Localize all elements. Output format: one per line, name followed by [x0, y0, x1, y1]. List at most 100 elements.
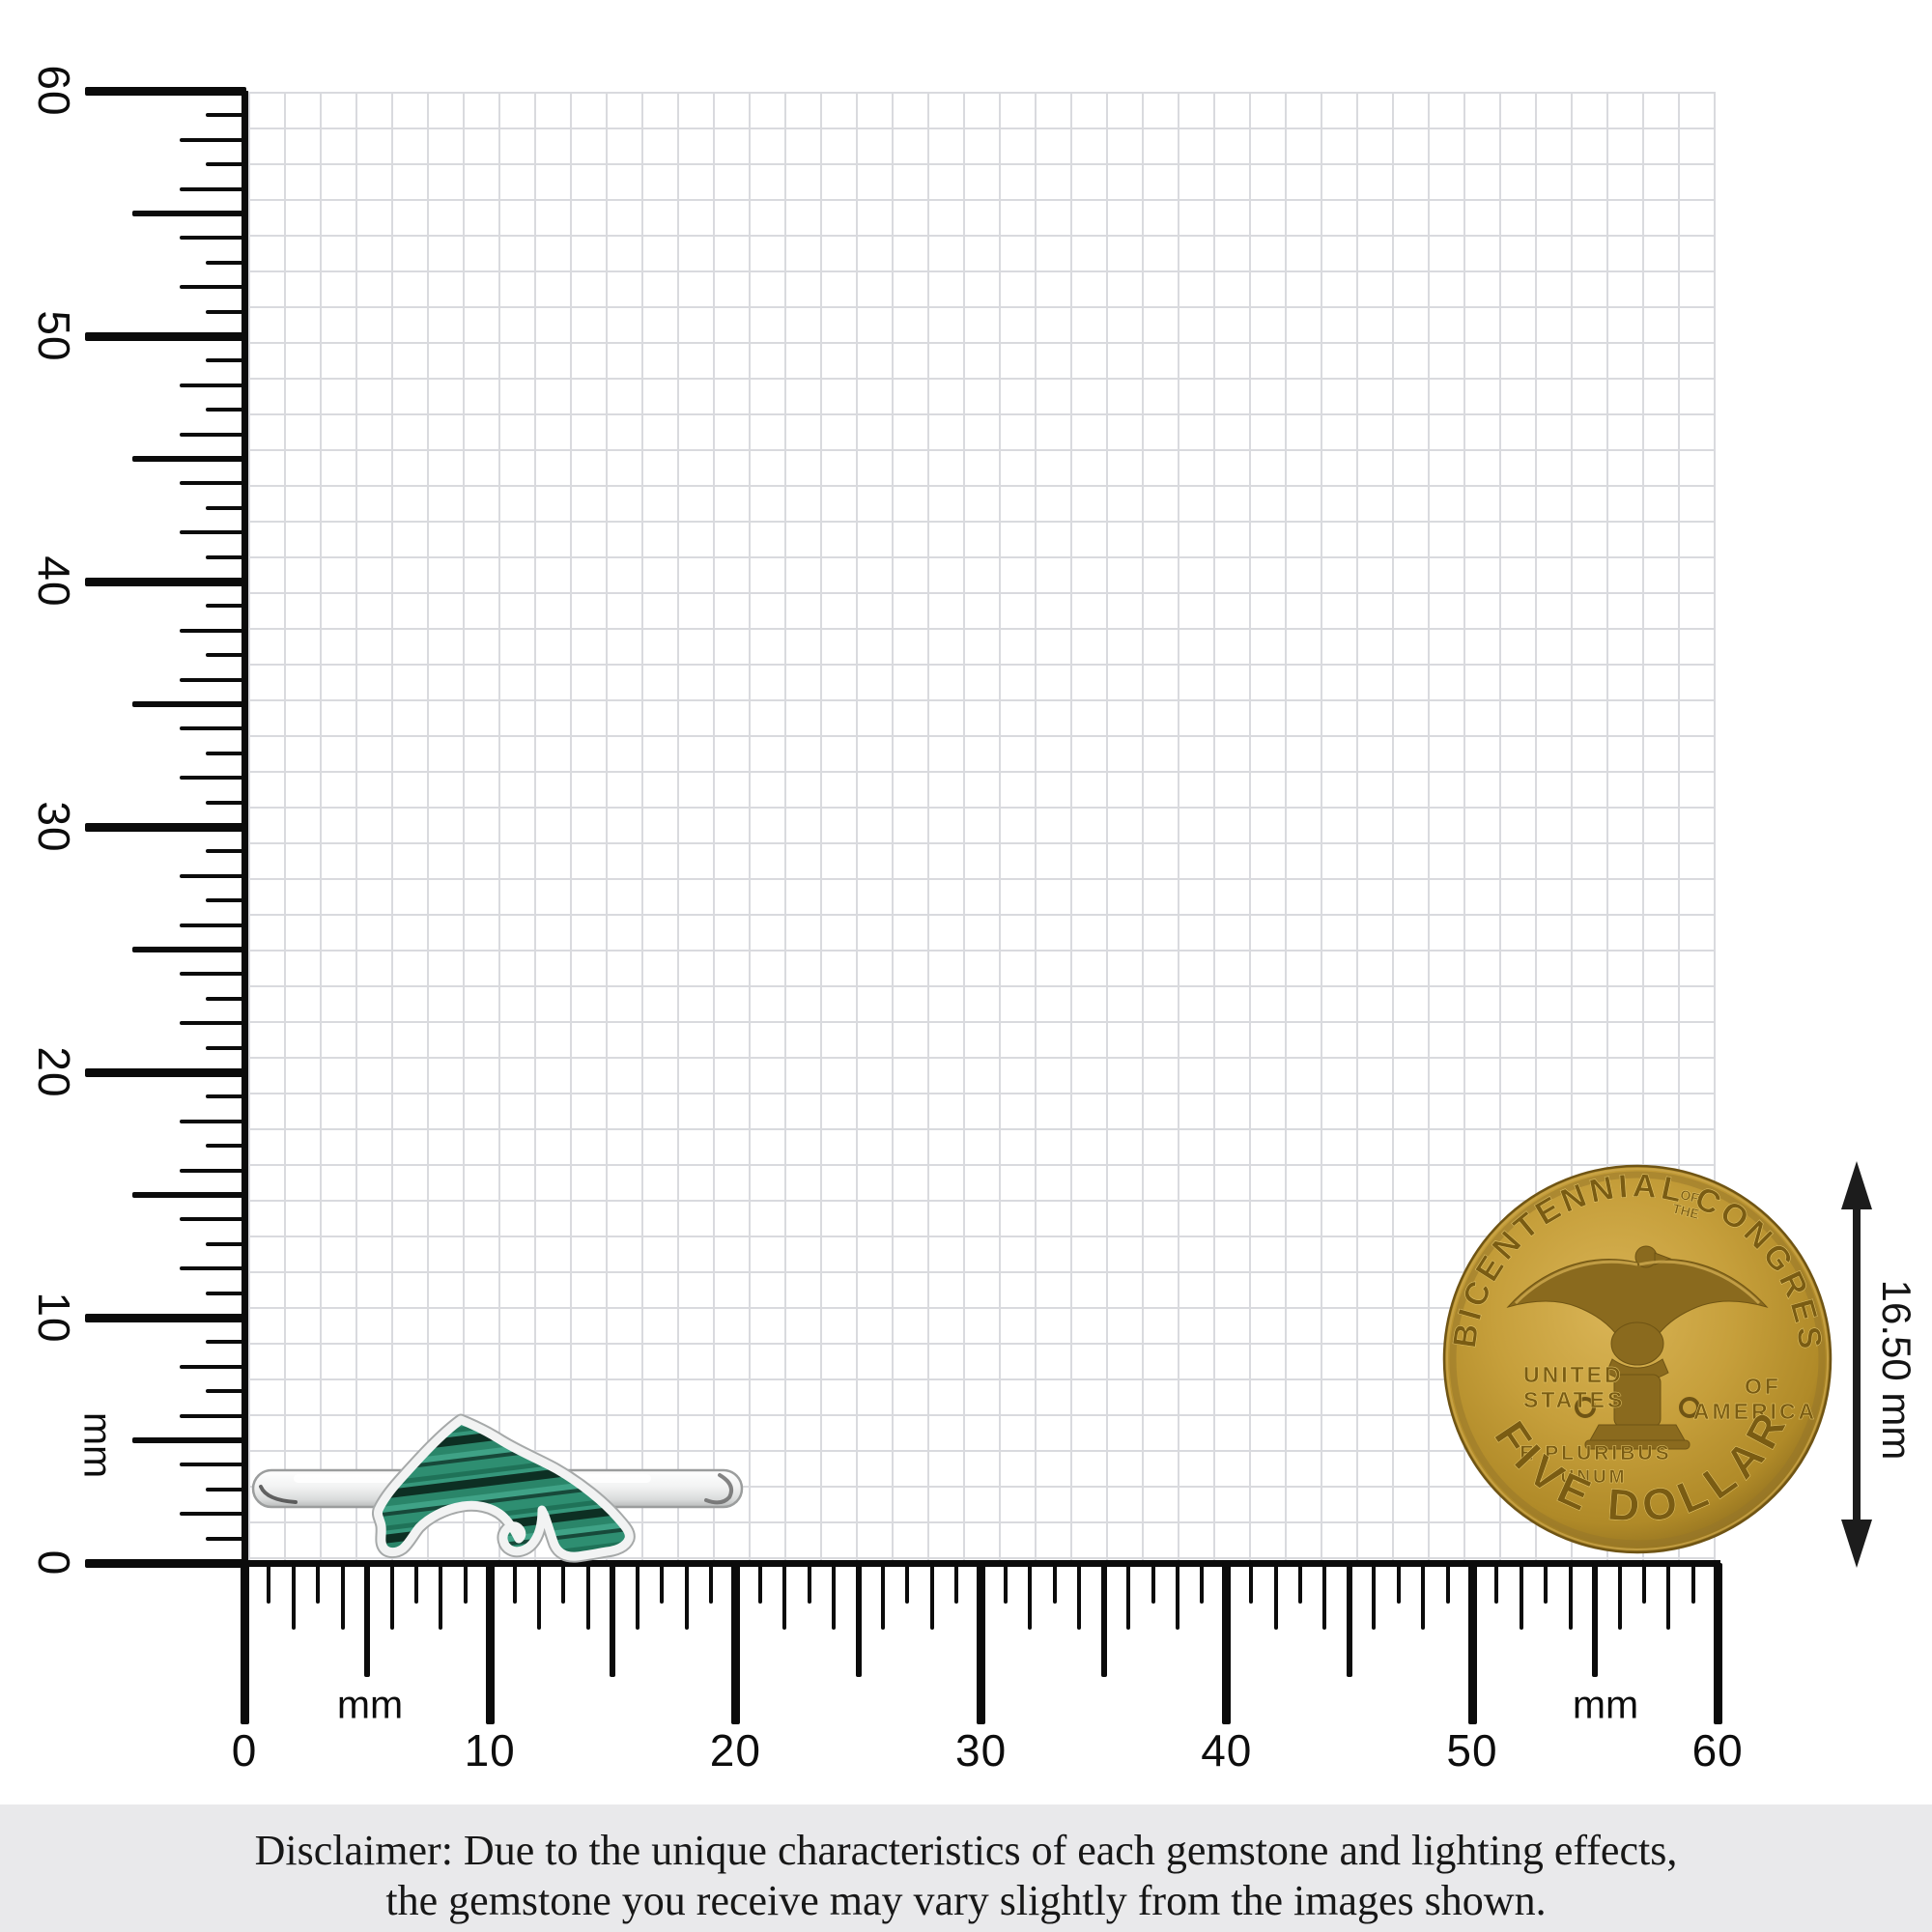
horizontal-ruler-tick: [291, 1563, 296, 1630]
vertical-ruler-tick: [206, 260, 246, 265]
horizontal-ruler-tick: [905, 1563, 910, 1604]
vertical-ruler-tick: [180, 1217, 246, 1222]
coin-motto-2: UNUM: [1561, 1467, 1628, 1488]
vertical-ruler-tick: [180, 972, 246, 977]
vertical-ruler-tick: [132, 947, 246, 952]
horizontal-ruler-tick: [1273, 1563, 1278, 1630]
vertical-ruler-tick: [132, 1192, 246, 1198]
vertical-ruler-tick: [85, 822, 246, 832]
vertical-ruler-tick: [180, 285, 246, 290]
vertical-ruler-tick: [206, 849, 246, 854]
coin-states: STATES: [1523, 1387, 1625, 1412]
vertical-ruler-tick: [180, 236, 246, 241]
vertical-ruler-tick: [180, 923, 246, 927]
vertical-ruler-label: 0: [29, 1549, 79, 1577]
horizontal-ruler-tick: [1004, 1563, 1009, 1604]
vertical-ruler-tick: [180, 1266, 246, 1271]
vertical-ruler-tick: [180, 481, 246, 486]
vertical-ruler-unit-label: mm: [75, 1411, 121, 1479]
horizontal-ruler-tick: [316, 1563, 321, 1604]
horizontal-ruler-tick: [1544, 1563, 1548, 1604]
horizontal-ruler-tick: [1713, 1563, 1722, 1724]
horizontal-ruler-tick: [1519, 1563, 1523, 1630]
horizontal-ruler-tick: [635, 1563, 639, 1630]
dimension-value-label: 16.50 mm: [1874, 1279, 1919, 1461]
vertical-ruler-tick: [180, 383, 246, 387]
coin-america: AMERICA: [1693, 1399, 1817, 1424]
horizontal-ruler-tick: [585, 1563, 590, 1630]
horizontal-ruler-tick: [267, 1563, 271, 1604]
horizontal-ruler-label: 60: [1691, 1725, 1744, 1776]
horizontal-ruler-tick: [1592, 1563, 1599, 1677]
vertical-ruler-tick: [206, 1340, 246, 1345]
vertical-ruler-tick: [85, 331, 246, 341]
vertical-ruler-tick: [180, 1119, 246, 1123]
five-dollar-coin: BICENTENNIAL CONGRESS OF THE UNITED STAT…: [1416, 1114, 1833, 1554]
svg-text:THE: THE: [1671, 1201, 1701, 1222]
vertical-ruler-tick: [132, 456, 246, 462]
vertical-ruler-tick: [180, 530, 246, 535]
horizontal-ruler-tick: [1690, 1563, 1695, 1604]
vertical-ruler-tick: [180, 1021, 246, 1026]
dolphin-ring-photo: [251, 1413, 744, 1563]
disclaimer-line-1: Disclaimer: Due to the unique characteri…: [254, 1827, 1678, 1874]
horizontal-ruler-tick: [340, 1563, 345, 1630]
vertical-ruler-label: 60: [29, 65, 79, 117]
horizontal-ruler-tick: [1200, 1563, 1205, 1604]
horizontal-ruler-tick: [1617, 1563, 1622, 1630]
horizontal-ruler-tick: [977, 1563, 986, 1724]
horizontal-ruler-tick: [954, 1563, 959, 1604]
vertical-ruler-tick: [180, 1364, 246, 1369]
coin-legend-mid: OF THE: [1671, 1186, 1702, 1222]
horizontal-ruler-tick: [1298, 1563, 1303, 1604]
horizontal-ruler-tick: [1077, 1563, 1082, 1630]
vertical-ruler-tick: [132, 211, 246, 216]
vertical-ruler-tick: [132, 1437, 246, 1443]
vertical-ruler-tick: [206, 604, 246, 609]
dimension-arrow-icon: [1841, 1161, 1872, 1568]
vertical-ruler-tick: [206, 751, 246, 755]
coin-motto-1: E PLURIBUS: [1520, 1442, 1671, 1464]
vertical-ruler-label: 30: [29, 801, 79, 853]
vertical-ruler-tick: [206, 1045, 246, 1050]
horizontal-ruler-tick: [364, 1563, 371, 1677]
horizontal-ruler-label: 30: [955, 1725, 1008, 1776]
vertical-ruler-tick: [180, 776, 246, 781]
vertical-ruler-tick: [180, 1512, 246, 1517]
vertical-ruler-tick: [206, 996, 246, 1001]
vertical-ruler-tick: [180, 432, 246, 437]
vertical-ruler-tick: [180, 137, 246, 142]
vertical-ruler-tick: [180, 873, 246, 878]
horizontal-ruler-tick: [439, 1563, 443, 1630]
horizontal-ruler-tick: [929, 1563, 934, 1630]
horizontal-ruler-tick: [1346, 1563, 1352, 1677]
vertical-ruler-tick: [180, 1168, 246, 1173]
coin-united: UNITED: [1523, 1362, 1624, 1387]
vertical-ruler-tick: [180, 186, 246, 191]
horizontal-ruler-label: 0: [231, 1725, 258, 1776]
vertical-ruler-label: 10: [29, 1292, 79, 1344]
vertical-ruler-tick: [180, 726, 246, 731]
horizontal-ruler-tick: [708, 1563, 713, 1604]
horizontal-ruler-tick: [1052, 1563, 1057, 1604]
horizontal-ruler-tick: [1641, 1563, 1646, 1604]
vertical-ruler-tick: [180, 677, 246, 682]
horizontal-ruler-tick: [1249, 1563, 1254, 1604]
vertical-ruler-tick: [206, 505, 246, 510]
horizontal-ruler-tick: [512, 1563, 517, 1604]
vertical-ruler-tick: [206, 113, 246, 118]
horizontal-ruler-label: 50: [1446, 1725, 1498, 1776]
horizontal-ruler-label: 10: [464, 1725, 516, 1776]
horizontal-ruler-tick: [240, 1563, 249, 1724]
vertical-ruler-tick: [206, 1487, 246, 1492]
horizontal-ruler-tick: [1568, 1563, 1573, 1630]
horizontal-ruler-tick: [832, 1563, 837, 1630]
horizontal-ruler-tick: [389, 1563, 394, 1630]
vertical-ruler-tick: [206, 309, 246, 314]
vertical-ruler-tick: [85, 86, 246, 96]
vertical-ruler-tick: [206, 554, 246, 559]
vertical-ruler-tick: [206, 1094, 246, 1099]
vertical-ruler-label: 50: [29, 310, 79, 362]
vertical-ruler-tick: [206, 800, 246, 805]
horizontal-ruler-tick: [730, 1563, 740, 1724]
